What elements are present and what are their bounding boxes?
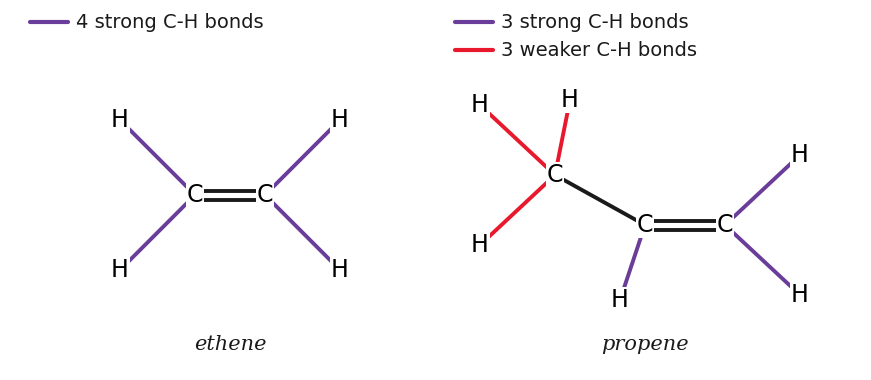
Text: H: H [111, 258, 129, 282]
Text: 3 weaker C-H bonds: 3 weaker C-H bonds [501, 41, 697, 60]
Text: H: H [611, 288, 629, 312]
Text: H: H [331, 258, 349, 282]
Text: H: H [111, 108, 129, 132]
Text: C: C [186, 183, 203, 207]
Text: H: H [561, 88, 579, 112]
Text: H: H [471, 233, 489, 257]
Text: H: H [791, 143, 809, 167]
Text: 3 strong C-H bonds: 3 strong C-H bonds [501, 13, 689, 32]
Text: C: C [637, 213, 653, 237]
Text: ethene: ethene [193, 336, 267, 355]
Text: C: C [257, 183, 273, 207]
Text: H: H [791, 283, 809, 307]
Text: C: C [717, 213, 733, 237]
Text: propene: propene [601, 336, 689, 355]
Text: C: C [547, 163, 564, 187]
Text: 4 strong C-H bonds: 4 strong C-H bonds [76, 13, 264, 32]
Text: H: H [471, 93, 489, 117]
Text: H: H [331, 108, 349, 132]
